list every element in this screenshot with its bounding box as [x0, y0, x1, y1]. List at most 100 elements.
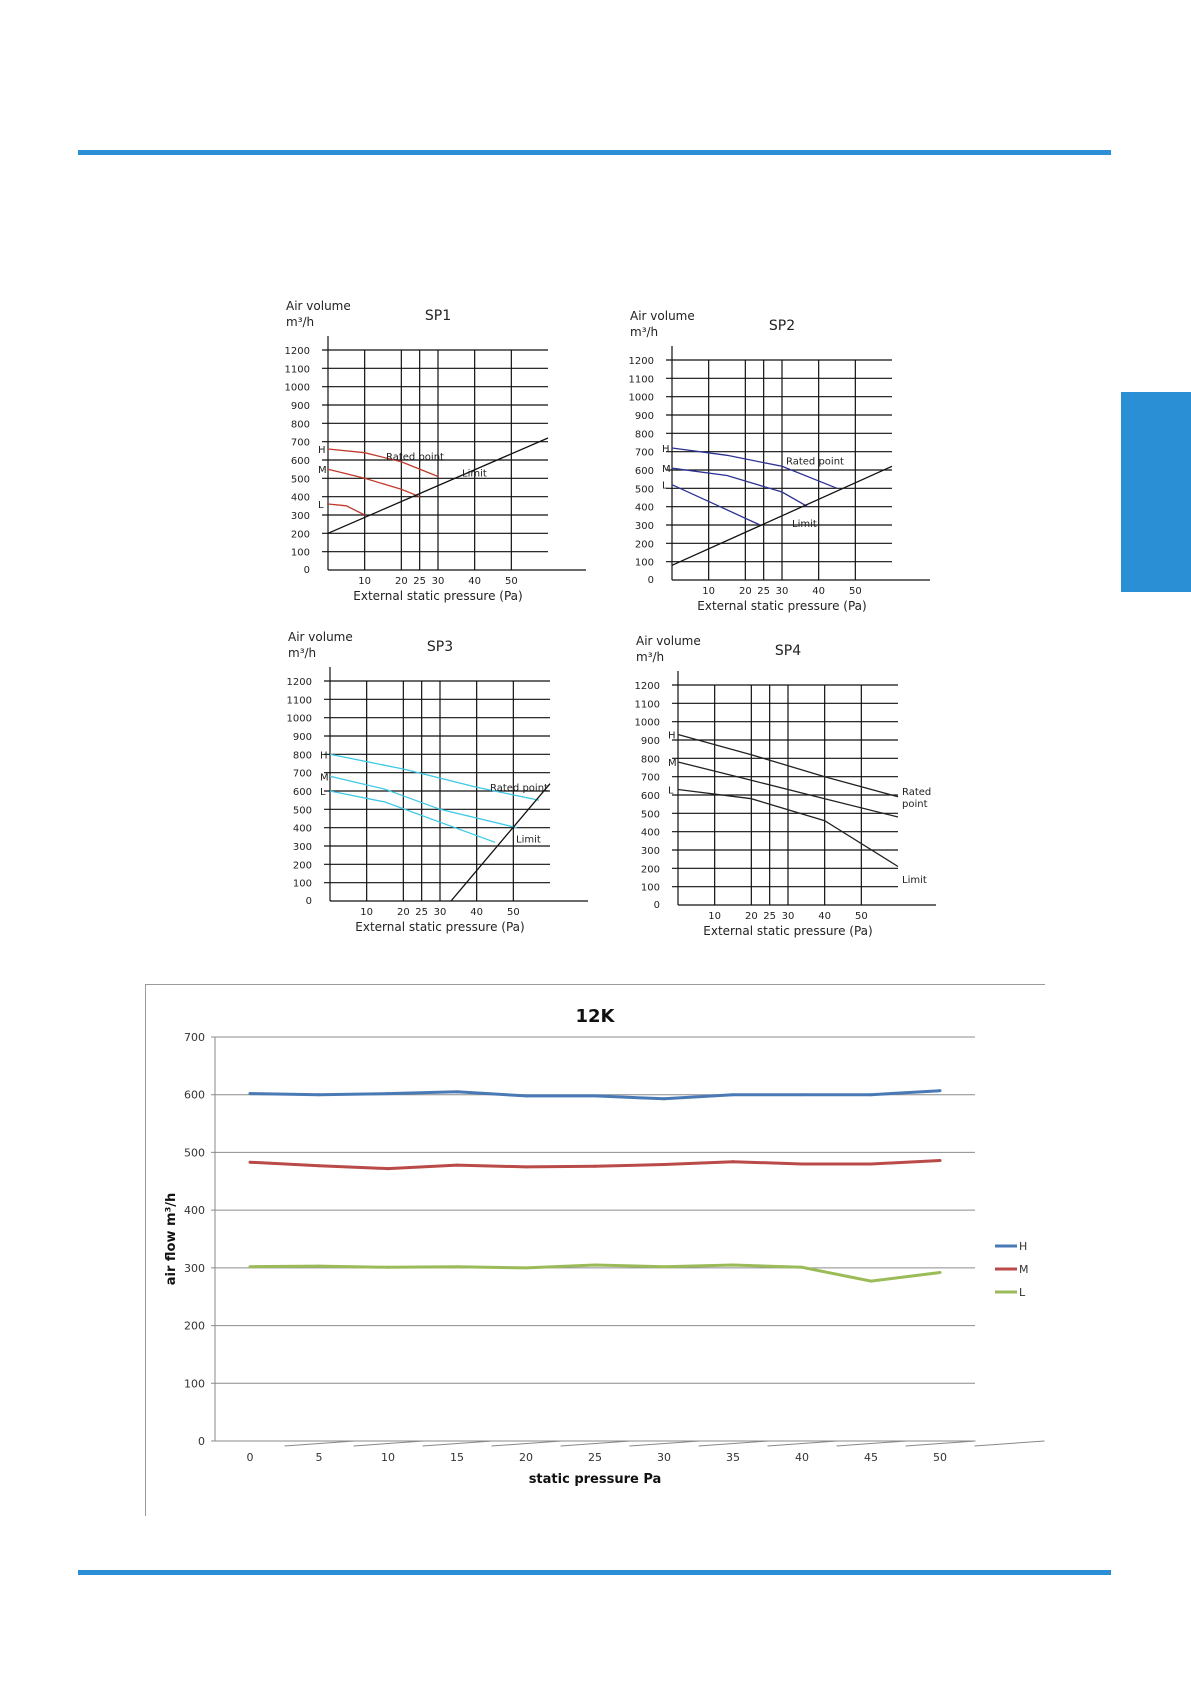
- y-tick-label: 600: [184, 1089, 205, 1102]
- limit-line: [671, 465, 893, 566]
- y-tick-label: 400: [635, 503, 654, 514]
- x-tick-label: 10: [381, 1451, 395, 1464]
- y-tick-label: 1100: [287, 695, 312, 706]
- y-tick-label: 1100: [629, 374, 654, 385]
- x-tick-label: 35: [726, 1451, 740, 1464]
- y-axis-unit: m³/h: [636, 650, 664, 664]
- data-point-m: [938, 1159, 942, 1163]
- x-tick-label: 50: [933, 1451, 947, 1464]
- y-tick-label: 100: [635, 558, 654, 569]
- x-tick-label: 20: [745, 911, 758, 922]
- y-tick-label: 200: [291, 529, 310, 540]
- y-tick-label: 800: [635, 429, 654, 440]
- y-tick-label: 400: [291, 493, 310, 504]
- y-tick-label: 300: [291, 511, 310, 522]
- x-tick: [422, 1440, 493, 1447]
- y-axis-label: Air volume: [630, 309, 695, 323]
- data-point-l: [662, 1265, 666, 1269]
- data-point-m: [869, 1162, 873, 1166]
- limit-line: [327, 437, 549, 534]
- chart-title: SP3: [427, 639, 453, 655]
- data-point-h: [248, 1092, 252, 1096]
- y-tick-label: 1000: [285, 383, 310, 394]
- series-line-h: [671, 447, 838, 489]
- y-tick-label: 1000: [287, 714, 312, 725]
- y-tick-label: 800: [641, 754, 660, 765]
- y-tick-label: 900: [641, 736, 660, 747]
- x-tick-label: 25: [763, 911, 776, 922]
- y-tick-label: 900: [635, 411, 654, 422]
- level-label-l: L: [320, 787, 326, 798]
- y-tick-label: 600: [641, 791, 660, 802]
- y-tick-label: 100: [293, 879, 312, 890]
- series-line-l: [327, 503, 365, 516]
- y-axis-label: Air volume: [286, 299, 351, 313]
- data-point-l: [386, 1265, 390, 1269]
- x-tick: [491, 1440, 562, 1447]
- x-tick-label: 40: [795, 1451, 809, 1464]
- y-tick-label: 0: [654, 900, 660, 911]
- y-tick-label: 100: [184, 1377, 205, 1390]
- y-tick-label: 900: [291, 401, 310, 412]
- series-line-m: [677, 761, 899, 818]
- data-point-m: [593, 1164, 597, 1168]
- x-tick-label: 20: [395, 576, 408, 587]
- level-label-l: L: [662, 481, 668, 492]
- section-tab: [1121, 392, 1191, 592]
- limit-label: Limit: [902, 875, 927, 886]
- y-tick-label: 0: [198, 1435, 205, 1448]
- x-tick-label: 10: [708, 911, 721, 922]
- y-tick-label: 300: [293, 842, 312, 853]
- y-axis-unit: m³/h: [288, 646, 316, 660]
- level-label-m: M: [668, 758, 677, 769]
- y-axis-unit: m³/h: [630, 325, 658, 339]
- y-tick-label: 300: [641, 846, 660, 857]
- series-line-h: [329, 753, 540, 801]
- y-tick-label: 600: [293, 787, 312, 798]
- level-label-l: L: [668, 786, 674, 797]
- x-axis-label: External static pressure (Pa): [697, 599, 866, 613]
- x-tick-label: 15: [450, 1451, 464, 1464]
- data-point-h: [524, 1094, 528, 1098]
- x-tick-label: 40: [468, 576, 481, 587]
- x-tick: [905, 1440, 976, 1447]
- x-tick-label: 20: [519, 1451, 533, 1464]
- x-tick-label: 30: [657, 1451, 671, 1464]
- sp-chart-3: 0 100 200 300 400 500 600 700 800 900 1000 1100 1200…: [287, 630, 588, 934]
- sp-charts: 0100200300400500600700800900100011001200…: [285, 299, 936, 938]
- x-tick-label: 40: [818, 911, 831, 922]
- y-tick-label: 700: [291, 438, 310, 449]
- limit-label: Limit: [516, 834, 541, 845]
- y-tick-label: 800: [293, 750, 312, 761]
- data-point-h: [386, 1092, 390, 1096]
- level-label-m: M: [318, 465, 327, 476]
- series-line-m: [327, 468, 420, 498]
- data-point-m: [386, 1167, 390, 1171]
- y-tick-label: 900: [293, 732, 312, 743]
- data-point-m: [731, 1160, 735, 1164]
- bottom-rule: [78, 1570, 1111, 1575]
- x-axis-label: External static pressure (Pa): [353, 589, 522, 603]
- x-tick-label: 10: [702, 586, 715, 597]
- data-point-l: [248, 1265, 252, 1269]
- series-line-m: [329, 775, 518, 829]
- data-point-h: [938, 1089, 942, 1093]
- x-tick: [836, 1440, 907, 1447]
- y-tick-label: 700: [184, 1031, 205, 1044]
- y-tick-label: 100: [641, 883, 660, 894]
- y-tick-label: 0: [304, 565, 310, 576]
- y-tick-label: 1000: [635, 718, 660, 729]
- top-rule: [78, 150, 1111, 155]
- rated-point-label-2: point: [902, 799, 928, 810]
- data-point-m: [455, 1163, 459, 1167]
- level-label-h: H: [662, 444, 670, 455]
- rated-point-label: Rated: [902, 787, 931, 798]
- legend-label-h: H: [1019, 1240, 1027, 1253]
- y-tick-label: 1200: [629, 356, 654, 367]
- x-tick: [560, 1440, 631, 1447]
- x-tick-label: 10: [360, 907, 373, 918]
- y-tick-label: 200: [293, 860, 312, 871]
- x-tick-label: 45: [864, 1451, 878, 1464]
- data-point-m: [524, 1165, 528, 1169]
- level-label-h: H: [318, 445, 326, 456]
